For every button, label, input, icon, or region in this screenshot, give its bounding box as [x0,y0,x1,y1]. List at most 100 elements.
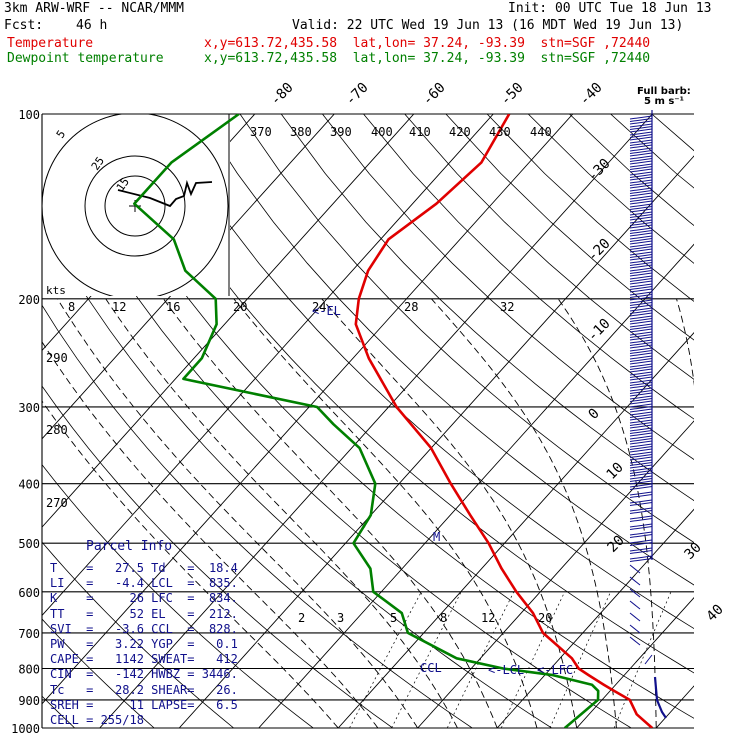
isotherm-label: -10 [585,316,614,345]
mixing-ratio-label: 12 [481,611,495,625]
wind-barb [629,262,653,266]
wind-barb [629,334,653,338]
wind-barb [629,195,653,200]
wind-barb [629,542,653,546]
barb-legend-unit: 5 m s⁻¹ [644,96,684,107]
wind-barb [629,259,653,264]
theta-label: 420 [449,125,471,139]
dry-adiabat [363,114,694,420]
wind-barb [629,392,653,397]
wind-barb [629,211,653,216]
parcel-row: T = 27.5 Td = 18.4 [50,561,238,575]
wind-barb [629,291,653,296]
isotherm-label: -60 [420,80,449,109]
wind-barb [629,182,653,186]
model-title: 3km ARW-WRF -- NCAR/MMM [4,1,185,16]
wind-barb [629,243,653,248]
pressure-label: 300 [18,401,40,415]
wind-barb [629,464,653,469]
parcel-row: SVI = -3.6 CCL = 828. [50,621,238,636]
wind-barb [629,539,653,544]
wind-barb [629,254,653,258]
wind-barb [629,214,653,218]
wind-barb [629,328,653,333]
temperature-profile [354,114,654,728]
wind-barb [629,355,653,360]
wind-barb [629,208,653,213]
wind-barb [629,304,653,309]
wind-barb [629,588,641,598]
parcel-row: LI = -4.4 LCL = 835. [50,576,238,591]
wind-barb [629,547,653,552]
wind-barb [629,134,653,138]
pressure-label: 200 [18,293,40,307]
wind-barb [629,507,653,512]
isotherm-label: -30 [585,156,614,185]
theta-label: 370 [250,125,272,139]
wind-barb [629,454,653,458]
dewpoint-location: x,y=613.72,435.58 lat,lon= 37.24, -93.39… [204,51,651,66]
moist-adiabat [676,298,694,386]
wind-barb [629,312,653,317]
dewpoint-profile [133,114,600,728]
wind-barb [629,366,653,370]
wind-barb [629,144,653,149]
wind-barb [629,131,653,136]
wind-barb [629,336,653,341]
wind-barb [629,232,653,237]
wind-barbs [629,110,667,719]
wind-barb [629,360,653,365]
isotherm-line [42,114,494,617]
dry-adiabat [42,129,632,728]
mixing-ratio-label: 5 [390,611,397,625]
speed-label: 8 [68,300,75,314]
theta-label: 380 [290,125,312,139]
isotherm-line [99,114,653,728]
hodograph-ring [84,155,186,257]
isotherm-line [258,243,694,728]
wind-barb [629,534,653,538]
wind-barb [629,342,653,346]
pressure-label: 1000 [11,722,40,736]
isobars [41,113,694,729]
dewpoint-legend: Dewpoint temperature [7,51,164,66]
wind-barb [629,523,653,528]
wind-barb [629,344,653,349]
dry-adiabat [42,304,473,728]
mixing-ratio-label: 3 [337,611,344,625]
pressure-label: 100 [18,108,40,122]
wind-barb [629,166,653,170]
wind-barb [629,275,653,280]
wind-barb [629,315,653,320]
parcel-row: CELL = 255/18 [50,713,144,727]
moist-adiabat [321,298,578,728]
parcel-info-title: Parcel Info [86,539,173,554]
pressure-label: 400 [18,478,40,492]
theta-label: 440 [530,125,552,139]
isotherm-line [496,508,694,728]
wind-barb [629,352,653,357]
wind-barb [629,270,653,274]
wind-barb [629,531,653,536]
isotherm-label: 0 [586,406,603,423]
wind-barb [629,398,653,402]
wind-barb [629,379,653,384]
wind-barb [629,427,653,432]
wind-barb [629,472,653,477]
dry-adiabat [42,385,394,728]
wind-barb [629,419,653,424]
wind-barb [629,248,653,253]
wind-barb [629,272,653,277]
parcel-row: K = 26 LFC = 834. [50,591,238,606]
isotherm-line [736,114,740,728]
wind-barb [629,179,653,184]
wind-barb [629,150,653,154]
dry-adiabat [42,695,76,728]
wind-barb-low [653,676,667,719]
wind-barb [629,174,653,178]
wind-barb [629,371,653,376]
wind-barb [629,475,653,480]
hodograph-ring [104,175,166,237]
wind-barb [629,115,653,120]
